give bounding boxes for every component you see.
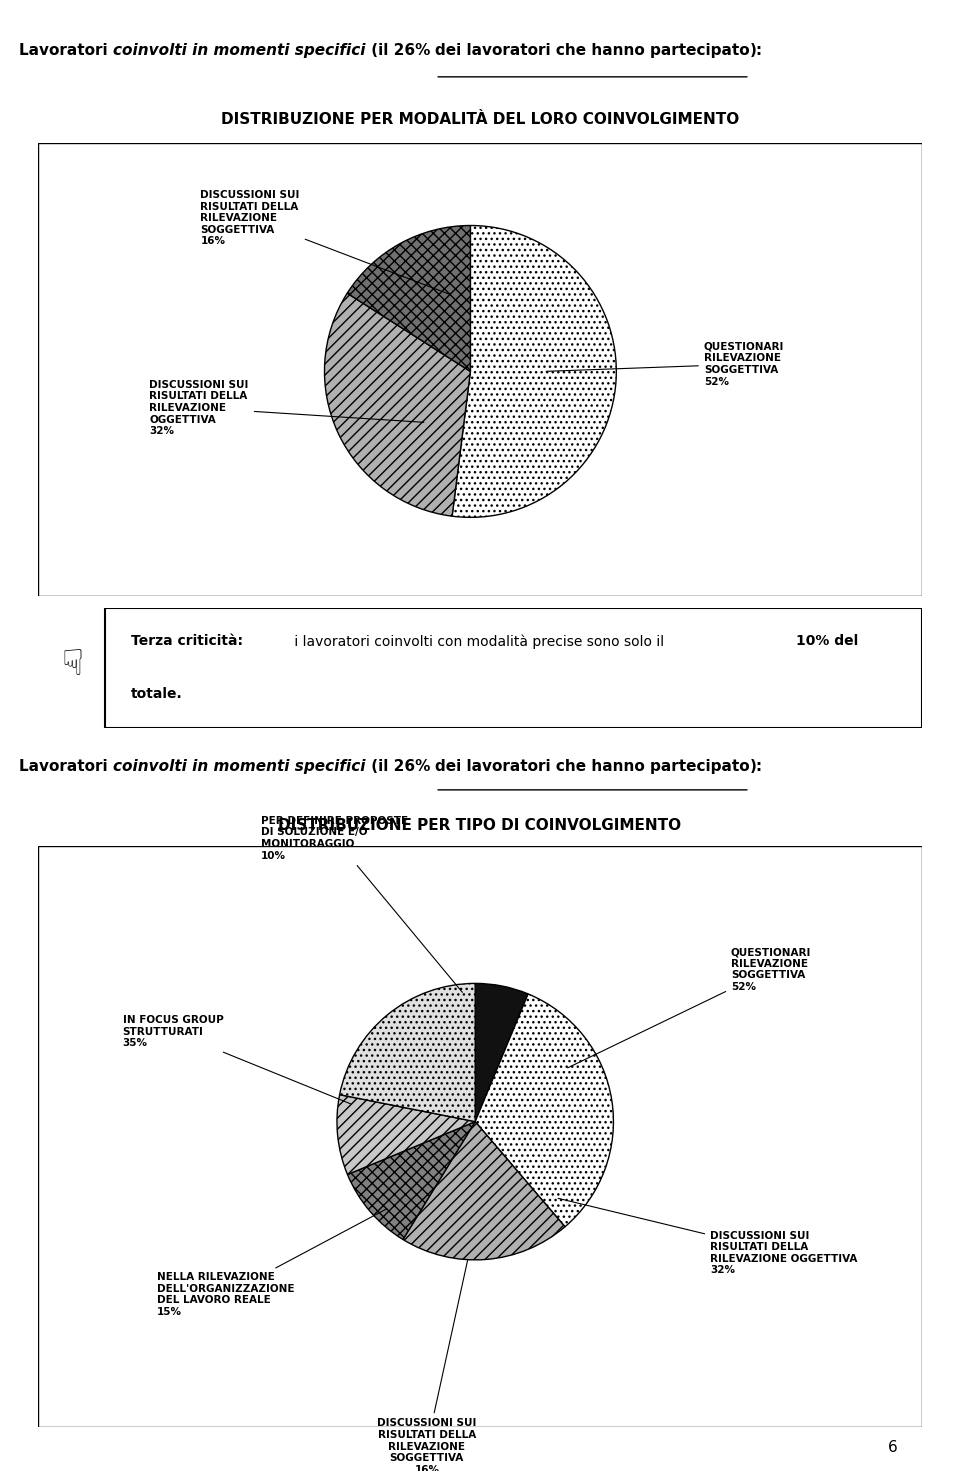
Wedge shape [403, 1121, 565, 1259]
Text: IN FOCUS GROUP
STRUTTURATI
35%: IN FOCUS GROUP STRUTTURATI 35% [123, 1015, 351, 1105]
Text: dei lavoratori che hanno partecipato: dei lavoratori che hanno partecipato [435, 43, 750, 57]
Wedge shape [337, 1094, 475, 1174]
FancyBboxPatch shape [105, 608, 922, 728]
Text: 10% del: 10% del [796, 634, 858, 649]
Text: QUESTIONARI
RILEVAZIONE
SOGGETTIVA
52%: QUESTIONARI RILEVAZIONE SOGGETTIVA 52% [567, 947, 811, 1068]
Text: dei lavoratori che hanno partecipato: dei lavoratori che hanno partecipato [435, 759, 750, 774]
Wedge shape [348, 225, 470, 372]
Text: NELLA RILEVAZIONE
DELL'ORGANIZZAZIONE
DEL LAVORO REALE
15%: NELLA RILEVAZIONE DELL'ORGANIZZAZIONE DE… [157, 1209, 387, 1317]
Wedge shape [452, 225, 616, 518]
Text: totale.: totale. [132, 687, 183, 702]
Text: DISTRIBUZIONE PER TIPO DI COINVOLGIMENTO: DISTRIBUZIONE PER TIPO DI COINVOLGIMENTO [278, 818, 682, 833]
FancyBboxPatch shape [38, 846, 922, 1427]
Text: Lavoratori: Lavoratori [19, 43, 113, 57]
Text: Lavoratori: Lavoratori [19, 759, 113, 774]
Text: Terza criticità:: Terza criticità: [132, 634, 243, 649]
Wedge shape [324, 293, 470, 516]
Text: i lavoratori coinvolti con modalità precise sono solo il: i lavoratori coinvolti con modalità prec… [290, 634, 668, 649]
Wedge shape [340, 984, 475, 1121]
Text: (il 26%: (il 26% [366, 759, 435, 774]
Wedge shape [475, 984, 528, 1121]
Text: ):: ): [750, 759, 763, 774]
Text: PER DEFINIRE PROPOSTE
DI SOLUZIONE E/O
MONITORAGGIO
10%: PER DEFINIRE PROPOSTE DI SOLUZIONE E/O M… [261, 816, 463, 993]
Text: DISTRIBUZIONE PER MODALITÀ DEL LORO COINVOLGIMENTO: DISTRIBUZIONE PER MODALITÀ DEL LORO COIN… [221, 112, 739, 127]
Text: ):: ): [750, 43, 763, 57]
Wedge shape [348, 1121, 475, 1240]
Text: QUESTIONARI
RILEVAZIONE
SOGGETTIVA
52%: QUESTIONARI RILEVAZIONE SOGGETTIVA 52% [546, 341, 784, 387]
Text: 6: 6 [888, 1440, 898, 1455]
Text: DISCUSSIONI SUI
RISULTATI DELLA
RILEVAZIONE
SOGGETTIVA
16%: DISCUSSIONI SUI RISULTATI DELLA RILEVAZI… [377, 1259, 476, 1471]
Text: coinvolti in momenti specifici: coinvolti in momenti specifici [113, 43, 366, 57]
Text: DISCUSSIONI SUI
RISULTATI DELLA
RILEVAZIONE OGGETTIVA
32%: DISCUSSIONI SUI RISULTATI DELLA RILEVAZI… [558, 1199, 857, 1275]
Wedge shape [475, 994, 613, 1227]
Text: DISCUSSIONI SUI
RISULTATI DELLA
RILEVAZIONE
SOGGETTIVA
16%: DISCUSSIONI SUI RISULTATI DELLA RILEVAZI… [201, 190, 450, 294]
Text: ☟: ☟ [61, 649, 83, 683]
Text: coinvolti in momenti specifici: coinvolti in momenti specifici [113, 759, 366, 774]
Text: DISCUSSIONI SUI
RISULTATI DELLA
RILEVAZIONE
OGGETTIVA
32%: DISCUSSIONI SUI RISULTATI DELLA RILEVAZI… [150, 380, 424, 435]
FancyBboxPatch shape [38, 143, 922, 596]
Text: (il 26%: (il 26% [366, 43, 435, 57]
